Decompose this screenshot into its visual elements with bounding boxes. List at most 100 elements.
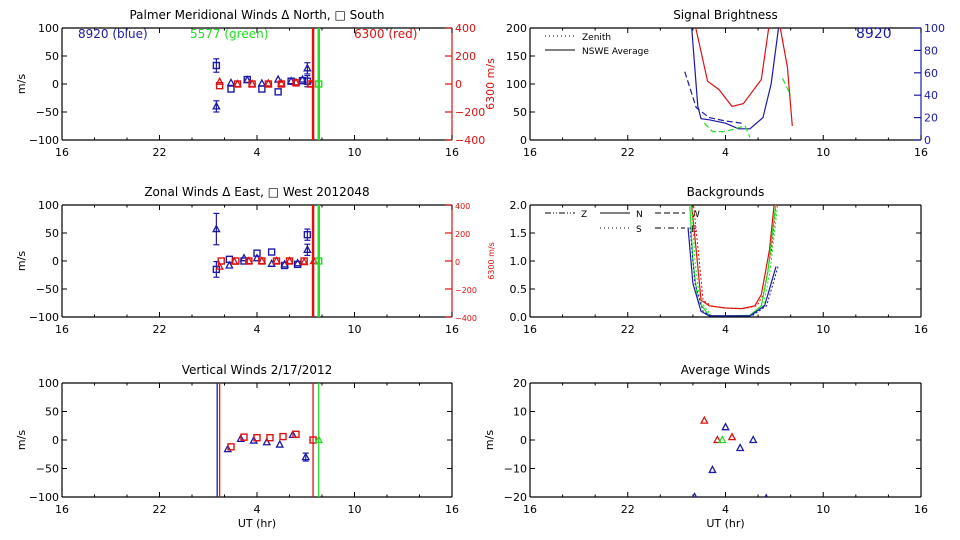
data-point-square (267, 248, 276, 256)
series-line (781, 78, 792, 96)
data-point-square (306, 80, 315, 88)
x-tick-label: 10 (348, 503, 362, 516)
y-tick-label: −50 (36, 463, 59, 476)
data-point-square (245, 257, 253, 265)
x-tick-label: 16 (445, 323, 459, 336)
data-point-triangle (691, 492, 698, 497)
y-tick-label: −100 (29, 491, 59, 504)
y-tick-label: 50 (513, 106, 527, 119)
annotation-label: 8920 (blue) (78, 27, 148, 41)
x-tick-label: 22 (153, 503, 167, 516)
plot-area (691, 415, 769, 497)
y-tick-right-label: 400 (455, 22, 476, 35)
series-line-secondary (693, 205, 777, 310)
x-tick-label: 4 (254, 503, 261, 516)
data-point-triangle (314, 435, 324, 444)
data-point-triangle (212, 224, 221, 233)
y-tick-right-label: −200 (455, 286, 477, 295)
y-tick-label: −10 (504, 463, 527, 476)
data-point-triangle (721, 422, 730, 431)
annotation-label: 6300 (red) (354, 27, 417, 41)
x-tick-label: 16 (445, 146, 459, 159)
x-tick-label: 16 (523, 146, 537, 159)
y-tick-label: 0.5 (510, 283, 528, 296)
x-tick-label: 22 (153, 146, 167, 159)
data-point-square (315, 80, 323, 88)
y-tick-right-label: −400 (455, 314, 477, 323)
y-tick-label: −50 (36, 106, 59, 119)
y-tick-right-label: −200 (455, 106, 485, 119)
data-point-square (303, 230, 312, 239)
y-tick-label: 0.0 (510, 311, 528, 324)
x-tick-label: 10 (348, 323, 362, 336)
x-tick-label: 22 (621, 323, 635, 336)
panel-zonal: Zonal Winds Δ East, □ West 2012048 16 22 4 1… (15, 185, 496, 336)
data-point-square (243, 75, 251, 84)
legend-label: NSWE Average (582, 47, 649, 57)
y-tick-label: 1.0 (510, 255, 528, 268)
y-tick-label: −100 (29, 134, 59, 147)
data-point-triangle (764, 493, 769, 497)
data-point-square (212, 61, 221, 70)
x-tick-label: 10 (348, 146, 362, 159)
x-tick-label: 16 (914, 503, 928, 516)
y-tick-label: 50 (45, 406, 59, 419)
data-point-triangle (275, 439, 285, 448)
data-point-triangle (301, 452, 311, 461)
y-tick-label: 50 (45, 50, 59, 63)
data-point-square (279, 432, 287, 441)
data-point-square (258, 85, 266, 93)
data-point-triangle (717, 435, 727, 444)
data-point-square (248, 80, 256, 88)
annotation-label: 5577 (green) (190, 27, 268, 41)
data-point-triangle (727, 432, 737, 441)
series-line (779, 28, 793, 127)
x-tick-label: 22 (621, 503, 635, 516)
chart-title: Palmer Meridional Winds Δ North, □ South (129, 8, 384, 22)
data-point-square (315, 257, 323, 265)
series-line (703, 122, 751, 138)
data-point-triangle (748, 435, 758, 444)
x-axis-label: UT (hr) (238, 517, 276, 530)
legend-label: W (691, 210, 700, 220)
y-tick-label: −100 (29, 311, 59, 324)
x-tick-label: 4 (254, 323, 261, 336)
y-tick-label: 0 (52, 78, 59, 91)
y-tick-label: 200 (506, 22, 527, 35)
data-point-square (232, 257, 240, 265)
legend-label: Z (581, 210, 587, 220)
x-tick-label: 16 (445, 503, 459, 516)
y-tick-right-label: 400 (455, 202, 470, 211)
data-point-square (215, 81, 224, 90)
y-tick-right-label: 20 (924, 112, 938, 125)
y-tick-right-label: 0 (924, 134, 931, 147)
data-point-square (227, 443, 235, 451)
data-point-square (277, 80, 286, 88)
chart-title: Signal Brightness (673, 8, 778, 22)
y-tick-label: 0 (52, 255, 59, 268)
y-axis-label: m/s (15, 430, 28, 450)
y-tick-label: 1.5 (510, 227, 528, 240)
x-tick-label: 16 (523, 323, 537, 336)
y-tick-right-label: 100 (924, 22, 945, 35)
y-tick-label: 150 (506, 50, 527, 63)
plot-area (687, 205, 779, 317)
plot-area (212, 205, 323, 317)
data-point-square (240, 433, 248, 441)
y-tick-label: 2.0 (510, 199, 528, 212)
y-tick-right-label: −400 (455, 134, 485, 147)
x-tick-label: 16 (914, 323, 928, 336)
y-tick-label: 20 (513, 377, 527, 390)
x-tick-label: 16 (55, 323, 69, 336)
y-tick-right-label: 200 (455, 50, 476, 63)
data-point-triangle (293, 258, 302, 267)
y-tick-label: 50 (45, 227, 59, 240)
plot-area (684, 28, 793, 138)
y-tick-label: 0 (520, 434, 527, 447)
y-tick-right-label: 60 (924, 67, 938, 80)
data-point-triangle (226, 77, 236, 87)
data-point-triangle (713, 435, 722, 444)
